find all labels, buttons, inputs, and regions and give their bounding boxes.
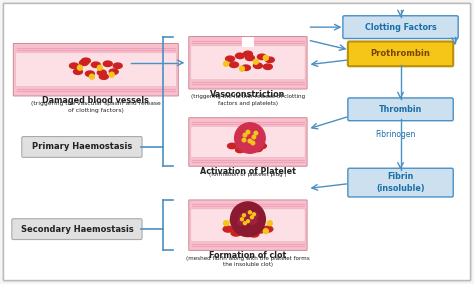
Ellipse shape xyxy=(82,58,91,64)
FancyBboxPatch shape xyxy=(22,137,142,157)
Ellipse shape xyxy=(85,71,94,76)
Circle shape xyxy=(109,72,114,77)
Circle shape xyxy=(230,202,265,237)
Circle shape xyxy=(252,212,258,218)
Ellipse shape xyxy=(70,63,78,68)
FancyBboxPatch shape xyxy=(189,37,307,89)
Circle shape xyxy=(77,65,82,70)
FancyBboxPatch shape xyxy=(191,209,305,241)
Text: (triggering the further release of clotting
factors and platelets): (triggering the further release of clott… xyxy=(191,95,305,106)
Text: Thrombin: Thrombin xyxy=(379,105,422,114)
Circle shape xyxy=(229,219,235,224)
Text: Damaged blood vessels: Damaged blood vessels xyxy=(42,97,149,105)
Ellipse shape xyxy=(257,143,266,149)
Ellipse shape xyxy=(254,146,262,152)
Circle shape xyxy=(267,221,272,226)
Ellipse shape xyxy=(226,56,235,62)
Circle shape xyxy=(252,135,255,139)
Circle shape xyxy=(235,123,265,153)
Ellipse shape xyxy=(73,69,82,74)
Circle shape xyxy=(246,220,249,223)
Ellipse shape xyxy=(244,51,253,57)
Circle shape xyxy=(248,139,252,143)
Circle shape xyxy=(248,211,251,214)
Ellipse shape xyxy=(254,63,262,68)
FancyBboxPatch shape xyxy=(13,43,178,96)
Circle shape xyxy=(249,216,257,224)
Ellipse shape xyxy=(97,70,106,76)
Circle shape xyxy=(251,141,255,145)
Ellipse shape xyxy=(103,61,112,66)
FancyBboxPatch shape xyxy=(15,53,176,87)
FancyBboxPatch shape xyxy=(12,219,142,239)
Circle shape xyxy=(243,214,246,217)
Ellipse shape xyxy=(257,54,266,60)
Ellipse shape xyxy=(263,226,273,232)
Circle shape xyxy=(253,213,255,216)
Circle shape xyxy=(254,59,258,64)
Text: (meshed fibrin along with the platelet forms
the insoluble clot): (meshed fibrin along with the platelet f… xyxy=(186,256,310,267)
FancyBboxPatch shape xyxy=(3,3,471,281)
Ellipse shape xyxy=(228,143,237,149)
Ellipse shape xyxy=(113,63,122,68)
Circle shape xyxy=(90,74,94,79)
Text: Formation of clot: Formation of clot xyxy=(210,251,287,260)
FancyBboxPatch shape xyxy=(191,46,305,80)
Circle shape xyxy=(242,138,246,142)
Ellipse shape xyxy=(229,62,238,68)
Ellipse shape xyxy=(100,74,108,79)
Ellipse shape xyxy=(109,69,118,74)
FancyBboxPatch shape xyxy=(343,16,458,39)
Circle shape xyxy=(239,66,245,71)
Circle shape xyxy=(238,219,244,225)
Ellipse shape xyxy=(236,147,245,153)
Ellipse shape xyxy=(236,53,245,59)
Ellipse shape xyxy=(249,231,259,237)
Text: Primary Haemostasis: Primary Haemostasis xyxy=(32,143,132,151)
FancyBboxPatch shape xyxy=(348,41,453,66)
Circle shape xyxy=(240,214,246,220)
Ellipse shape xyxy=(80,60,88,66)
Circle shape xyxy=(243,133,247,137)
Ellipse shape xyxy=(255,227,265,233)
Circle shape xyxy=(246,130,250,134)
Circle shape xyxy=(224,221,228,226)
FancyBboxPatch shape xyxy=(348,98,453,121)
Circle shape xyxy=(264,55,268,60)
Text: Secondary Haemostasis: Secondary Haemostasis xyxy=(20,225,133,234)
FancyBboxPatch shape xyxy=(189,200,307,250)
FancyBboxPatch shape xyxy=(242,37,254,47)
Ellipse shape xyxy=(265,57,274,62)
FancyBboxPatch shape xyxy=(348,168,453,197)
Circle shape xyxy=(224,61,228,66)
FancyBboxPatch shape xyxy=(189,118,307,166)
Ellipse shape xyxy=(246,55,255,60)
Text: Fibrinogen: Fibrinogen xyxy=(375,130,416,139)
Text: (formation of platelet plug ): (formation of platelet plug ) xyxy=(209,172,287,177)
Circle shape xyxy=(244,222,246,225)
Circle shape xyxy=(254,131,258,135)
Text: Fibrin
(insoluble): Fibrin (insoluble) xyxy=(376,172,425,193)
Text: Vasoconstriction: Vasoconstriction xyxy=(210,89,286,99)
Ellipse shape xyxy=(91,62,100,68)
Text: Prothrombin: Prothrombin xyxy=(371,49,430,59)
Text: (triggering the vascular spasm and release
of clotting factors): (triggering the vascular spasm and relea… xyxy=(31,101,161,113)
FancyBboxPatch shape xyxy=(191,126,305,158)
Circle shape xyxy=(240,218,244,221)
Text: Clotting Factors: Clotting Factors xyxy=(365,23,437,32)
Circle shape xyxy=(245,211,251,217)
Ellipse shape xyxy=(241,65,250,70)
Circle shape xyxy=(264,229,268,234)
Ellipse shape xyxy=(231,230,241,236)
Circle shape xyxy=(250,216,254,219)
Circle shape xyxy=(97,65,102,70)
Text: Activation of Platelet: Activation of Platelet xyxy=(200,167,296,176)
Ellipse shape xyxy=(223,226,233,232)
Ellipse shape xyxy=(264,64,272,70)
